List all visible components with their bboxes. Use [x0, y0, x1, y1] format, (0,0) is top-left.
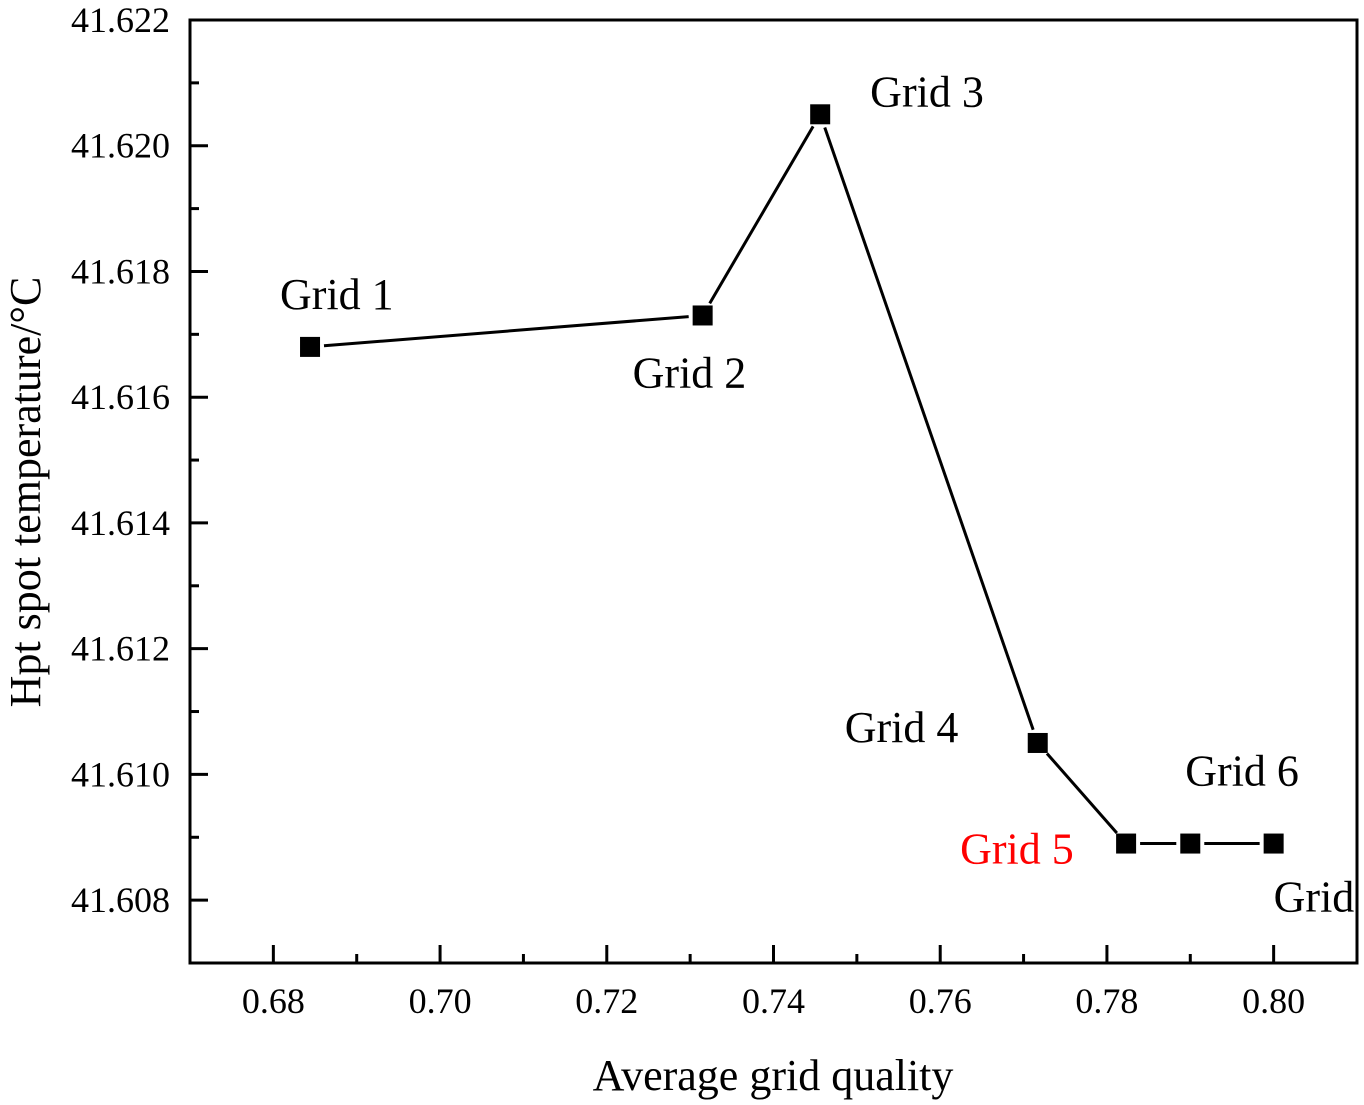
series-line-segment — [823, 127, 1035, 731]
data-point-marker — [1180, 833, 1201, 854]
plot-frame — [188, 18, 1359, 965]
series — [300, 104, 1284, 854]
x-tick-label: 0.78 — [1075, 981, 1138, 1021]
point-label: Grid 2 — [633, 348, 747, 397]
x-axis-title: Average grid quality — [593, 1051, 954, 1100]
y-tick-label: 41.612 — [71, 629, 170, 669]
x-tick-label: 0.74 — [742, 981, 805, 1021]
data-point-marker — [1263, 833, 1284, 854]
x-tick-label: 0.70 — [409, 981, 472, 1021]
y-tick-label: 41.620 — [71, 126, 170, 166]
series-line-segment — [708, 125, 815, 305]
data-point-marker — [692, 305, 713, 326]
x-tick-label: 0.80 — [1242, 981, 1305, 1021]
data-point-marker — [1116, 833, 1137, 854]
point-label: Grid 7 — [1274, 873, 1364, 922]
y-tick-label: 41.610 — [71, 754, 170, 794]
y-tick-label: 41.622 — [71, 0, 170, 40]
y-tick-label: 41.608 — [71, 880, 170, 920]
y-axis-title: Hpt spot temperature/°C — [1, 277, 50, 708]
data-point-marker — [1027, 732, 1048, 753]
ticks: 0.68 0.70 0.72 0.74 0.76 0.78 0.80 41.608 41.610… — [71, 0, 1305, 1021]
data-point-marker — [300, 336, 321, 357]
point-label: Grid 4 — [845, 703, 959, 752]
y-tick-label: 41.614 — [71, 503, 170, 543]
annotations: Grid 1 Grid 2 Grid 3 Grid 4 Grid 5 Grid 6 Grid… — [280, 67, 1364, 921]
y-tick-label: 41.616 — [71, 377, 170, 417]
x-tick-label: 0.72 — [575, 981, 638, 1021]
point-label: Grid 3 — [870, 67, 984, 116]
point-label: Grid 1 — [280, 270, 394, 319]
series-line-segment — [1045, 752, 1118, 835]
x-tick-label: 0.76 — [909, 981, 972, 1021]
point-label: Grid 6 — [1185, 747, 1299, 796]
point-label: Grid 5 — [960, 825, 1074, 874]
data-point-marker — [810, 104, 831, 125]
series-line-segment — [323, 315, 689, 348]
y-tick-label: 41.618 — [71, 251, 170, 291]
x-tick-label: 0.68 — [242, 981, 305, 1021]
